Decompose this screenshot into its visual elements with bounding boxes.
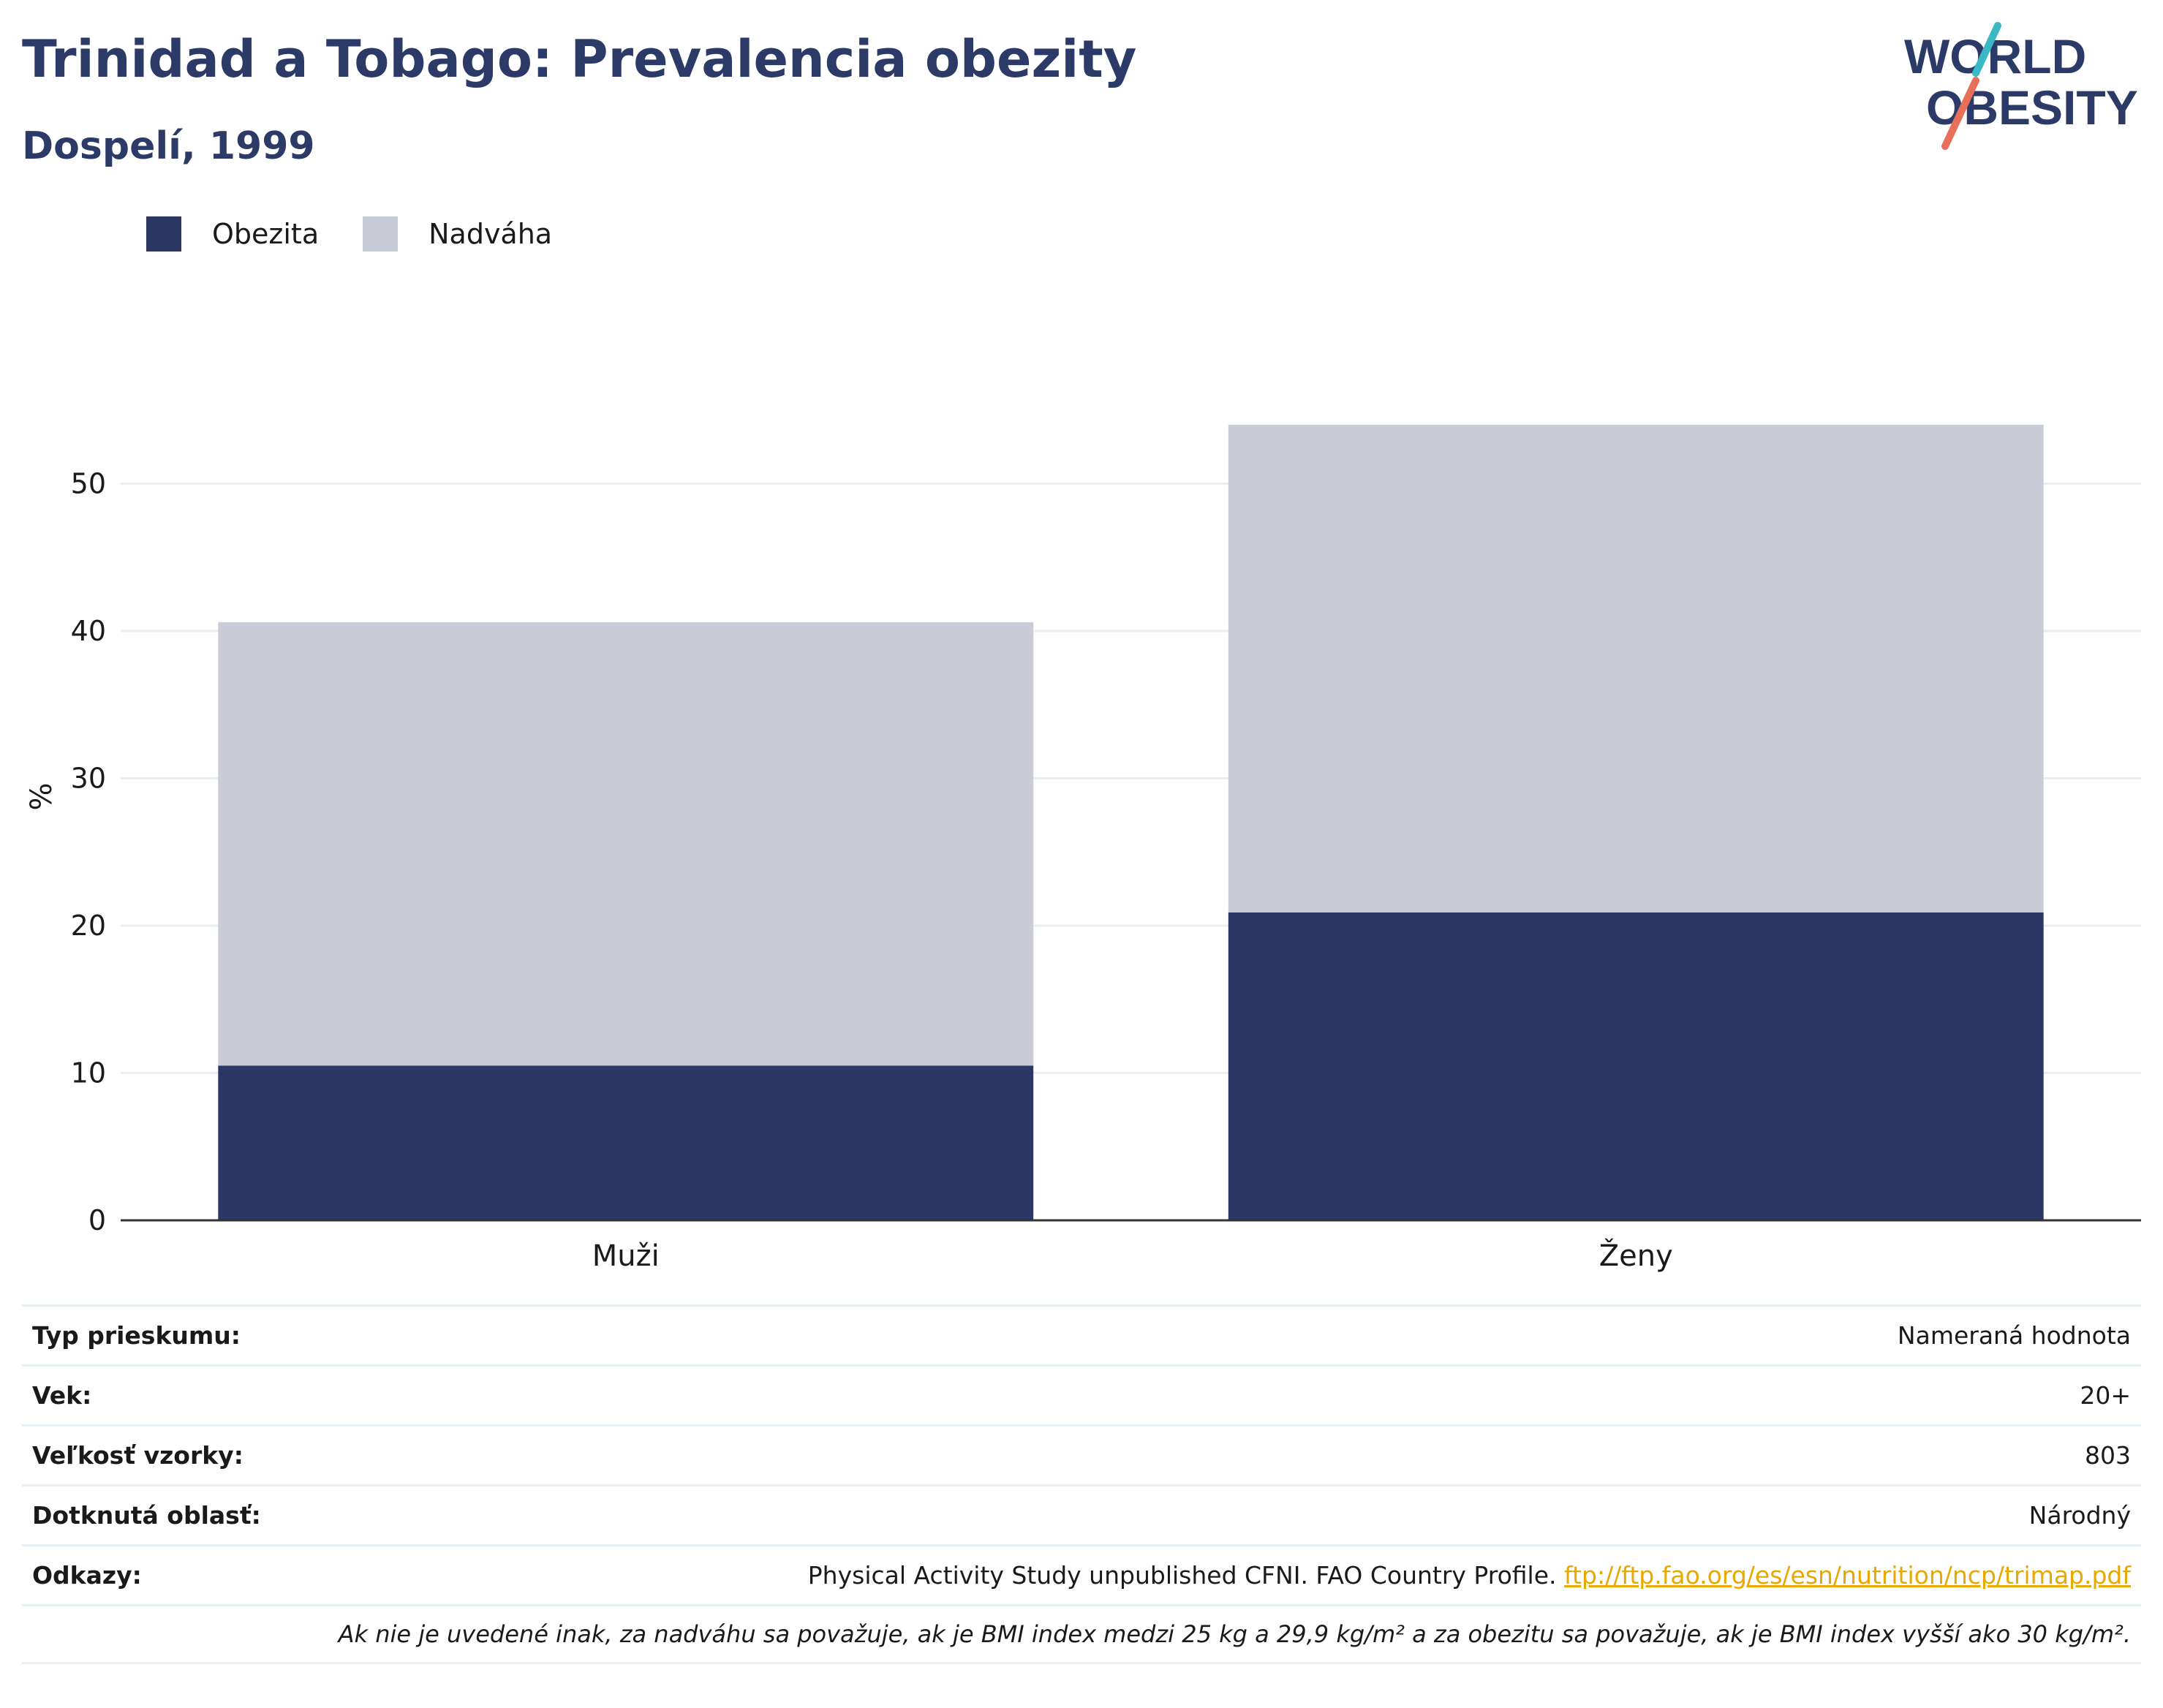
info-label: Odkazy: [32, 1561, 142, 1590]
legend-item-overweight: Nadváha [363, 216, 552, 252]
legend-label-obesity: Obezita [212, 218, 320, 250]
y-axis-label: % [25, 782, 58, 810]
info-row-survey-type: Typ prieskumu: Nameraná hodnota [22, 1304, 2141, 1364]
reference-text: Physical Activity Study unpublished CFNI… [807, 1561, 1557, 1590]
logo-slash-coral [1941, 77, 1979, 150]
info-label: Vek: [32, 1381, 92, 1410]
bar-chart: 0 10 20 30 40 50% Muži Ženy [25, 424, 2141, 1273]
info-table: Typ prieskumu: Nameraná hodnota Vek: 20+… [22, 1304, 2141, 1664]
info-label: Dotknutá oblasť: [32, 1501, 261, 1530]
info-label: Veľkosť vzorky: [32, 1441, 244, 1470]
x-tick-label: Ženy [1599, 1238, 1673, 1273]
y-tick-label: 50 [71, 468, 106, 500]
info-value: 20+ [2080, 1381, 2131, 1410]
y-tick-label: 20 [71, 910, 106, 942]
bar-obesity [218, 1065, 1034, 1220]
logo-slash-teal [1972, 22, 2001, 77]
info-value: 803 [2085, 1441, 2131, 1470]
bar-obesity [1228, 912, 2044, 1220]
world-obesity-logo: WORLD OBESITY [1904, 22, 2138, 150]
chart-title: Trinidad a Tobago: Prevalencia obezity [22, 29, 1137, 89]
info-row-age: Vek: 20+ [22, 1364, 2141, 1424]
info-value: Physical Activity Study unpublished CFNI… [808, 1561, 2131, 1590]
info-row-area: Dotknutá oblasť: Národný [22, 1484, 2141, 1544]
y-tick-label: 10 [71, 1057, 106, 1089]
info-value: Národný [2028, 1501, 2131, 1530]
info-value: Nameraná hodnota [1897, 1321, 2131, 1350]
bar-overweight [1228, 424, 2044, 912]
bar-overweight [218, 621, 1034, 1066]
y-tick-label: 30 [71, 763, 106, 795]
info-row-sample-size: Veľkosť vzorky: 803 [22, 1424, 2141, 1484]
chart-subtitle: Dospelí, 1999 [22, 124, 315, 168]
legend-swatch-overweight [363, 216, 399, 252]
x-tick-label: Muži [592, 1239, 660, 1273]
info-label: Typ prieskumu: [32, 1321, 241, 1350]
y-tick-label: 0 [88, 1204, 106, 1236]
bmi-note: Ak nie je uvedené inak, za nadváhu sa po… [22, 1604, 2141, 1664]
info-row-references: Odkazy: Physical Activity Study unpublis… [22, 1544, 2141, 1604]
legend-swatch-obesity [146, 216, 181, 252]
legend-item-obesity: Obezita [146, 216, 319, 252]
legend-label-overweight: Nadváha [429, 218, 553, 250]
chart-legend: Obezita Nadváha [146, 216, 596, 252]
reference-link[interactable]: ftp://ftp.fao.org/es/esn/nutrition/ncp/t… [1564, 1561, 2131, 1590]
y-tick-label: 40 [71, 615, 106, 647]
